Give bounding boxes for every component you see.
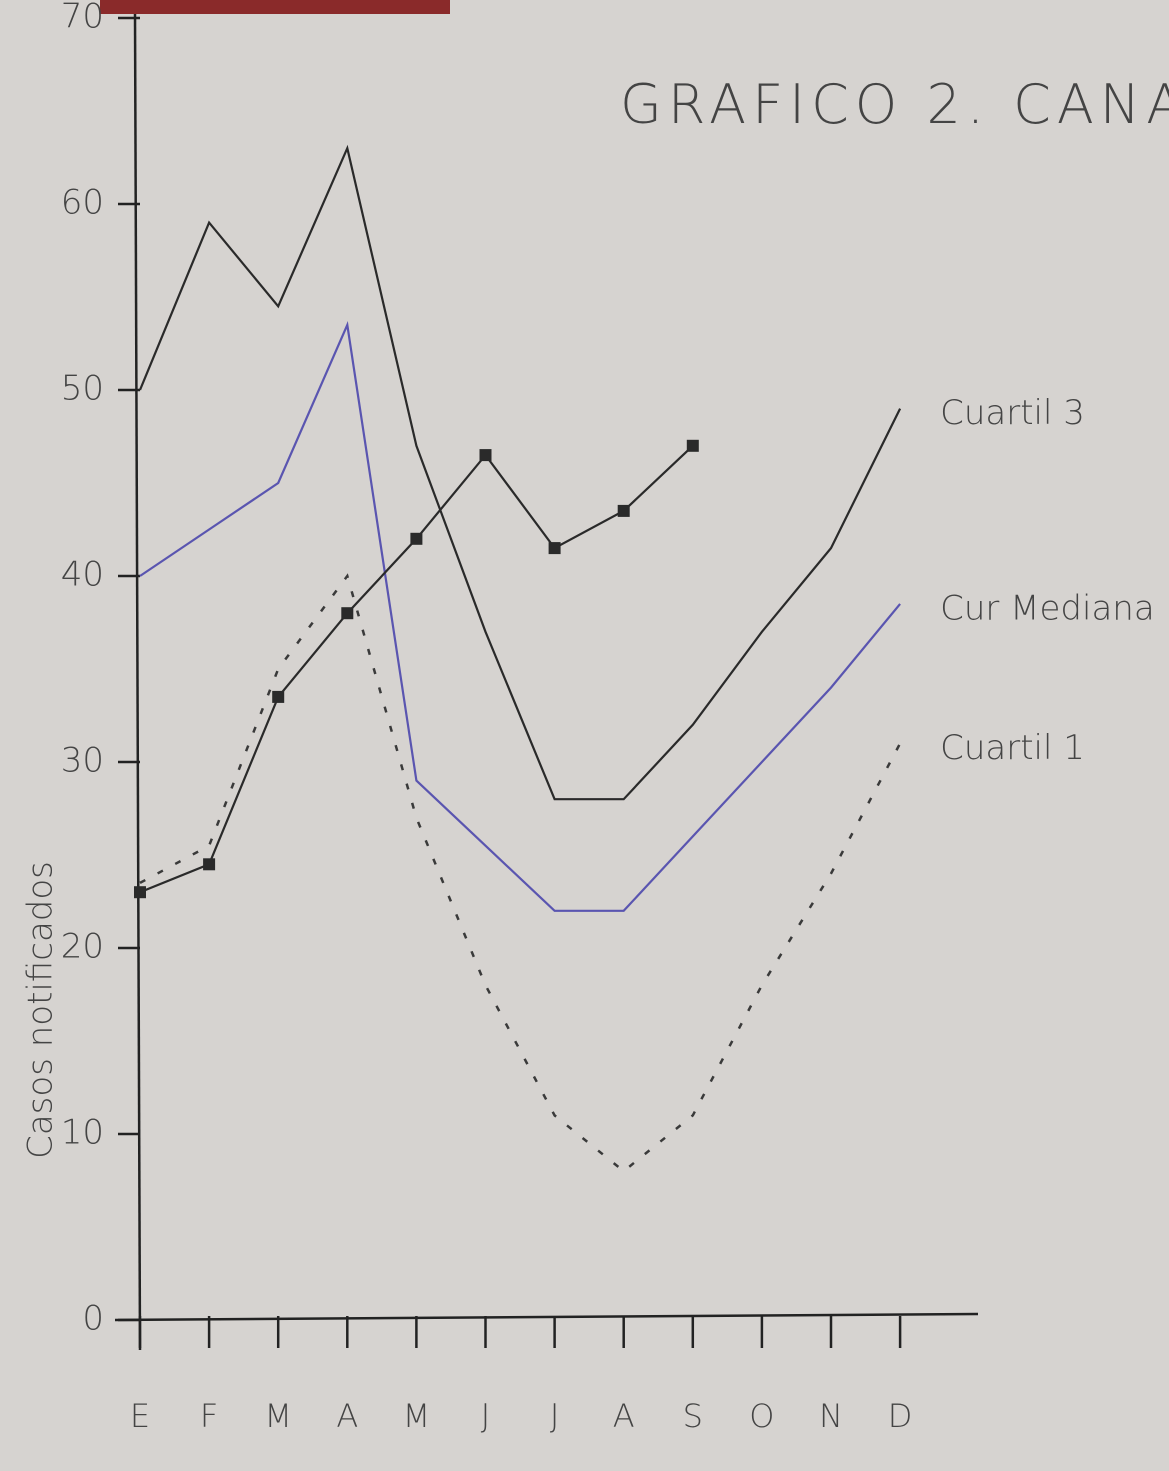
y-tick-label: 50 (61, 369, 104, 409)
y-axis-label: Casos notificados (21, 861, 61, 1159)
x-tick-label: M (403, 1397, 431, 1435)
y-axis (133, 13, 142, 1351)
data-point (134, 886, 146, 899)
y-tick-label: 10 (61, 1113, 104, 1153)
x-tick-label: N (819, 1397, 843, 1435)
data-point (341, 607, 354, 620)
y-tick-label: 70 (61, 0, 104, 37)
x-tick-label: D (888, 1397, 913, 1435)
data-point (686, 439, 699, 452)
chart-title: GRAFICO 2. CANA (620, 73, 1169, 136)
y-tick-label: 0 (82, 1299, 104, 1339)
legend-label: Cuartil 1 (940, 728, 1085, 768)
y-tick-label: 40 (61, 555, 104, 595)
x-axis (114, 1312, 979, 1322)
x-tick-label: F (200, 1397, 218, 1435)
x-tick-label: O (749, 1397, 774, 1435)
data-point (617, 504, 630, 517)
series-line (138, 144, 902, 801)
data-point (272, 690, 285, 703)
series-line (139, 320, 901, 912)
x-tick-label: A (336, 1397, 358, 1435)
plot: 0 10 20 30 40 50 60 70 E F M A M J J A S O N D Cuartil 3 Cur … (61, 0, 1155, 1435)
x-tick-label: S (683, 1397, 703, 1435)
legend-label: Cuartil 3 (940, 393, 1085, 433)
x-tick-label: J (550, 1397, 559, 1435)
x-tick-label: A (613, 1397, 635, 1435)
data-point (548, 542, 561, 555)
data-point (203, 858, 216, 871)
y-tick-label: 20 (61, 927, 104, 967)
x-tick-label: M (264, 1397, 292, 1435)
legend-label: Cur Mediana (940, 588, 1155, 628)
x-tick-label: J (481, 1397, 490, 1435)
x-tick-label: E (130, 1397, 150, 1435)
data-point (479, 449, 492, 462)
top-strip (100, 0, 450, 14)
y-tick-label: 60 (61, 183, 104, 223)
data-point (410, 532, 423, 545)
y-tick-label: 30 (61, 741, 104, 781)
